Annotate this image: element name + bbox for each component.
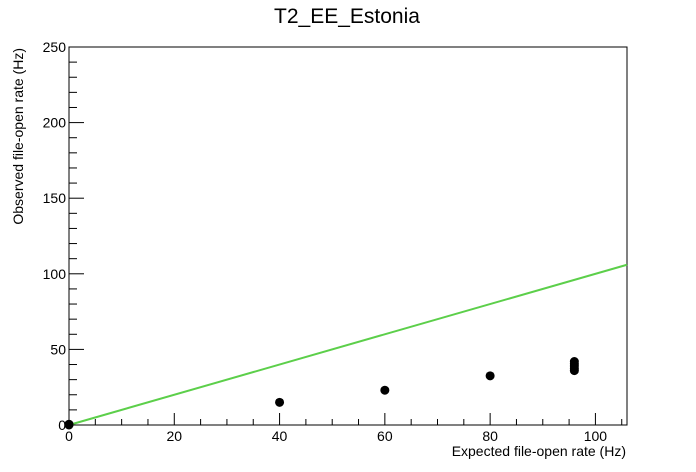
data-points	[64, 356, 579, 430]
x-tick-label: 100	[584, 428, 608, 444]
data-point	[275, 397, 285, 407]
data-point	[485, 371, 495, 381]
y-tick-label: 150	[43, 190, 67, 206]
data-point	[64, 419, 74, 429]
y-tick-label: 100	[43, 266, 67, 282]
chart-title: T2_EE_Estonia	[274, 5, 420, 28]
x-tick-label: 60	[377, 428, 393, 444]
x-axis-ticks: 0 20 40 60 80 100	[65, 413, 623, 444]
y-tick-label: 50	[50, 341, 66, 357]
data-point	[380, 385, 390, 395]
reference-line	[68, 263, 628, 426]
x-tick-label: 0	[65, 428, 73, 444]
x-tick-label: 20	[166, 428, 182, 444]
y-axis-label: Observed file-open rate (Hz)	[10, 48, 26, 225]
data-point	[569, 356, 579, 366]
x-tick-label: 80	[482, 428, 498, 444]
y-tick-label: 250	[43, 39, 67, 55]
x-tick-label: 40	[272, 428, 288, 444]
x-axis-label: Expected file-open rate (Hz)	[452, 443, 626, 459]
y-axis-ticks: 0 50 100 150 200 250	[43, 39, 84, 433]
y-tick-label: 0	[58, 417, 66, 433]
y-tick-label: 200	[43, 115, 67, 131]
plot-frame	[68, 46, 628, 426]
